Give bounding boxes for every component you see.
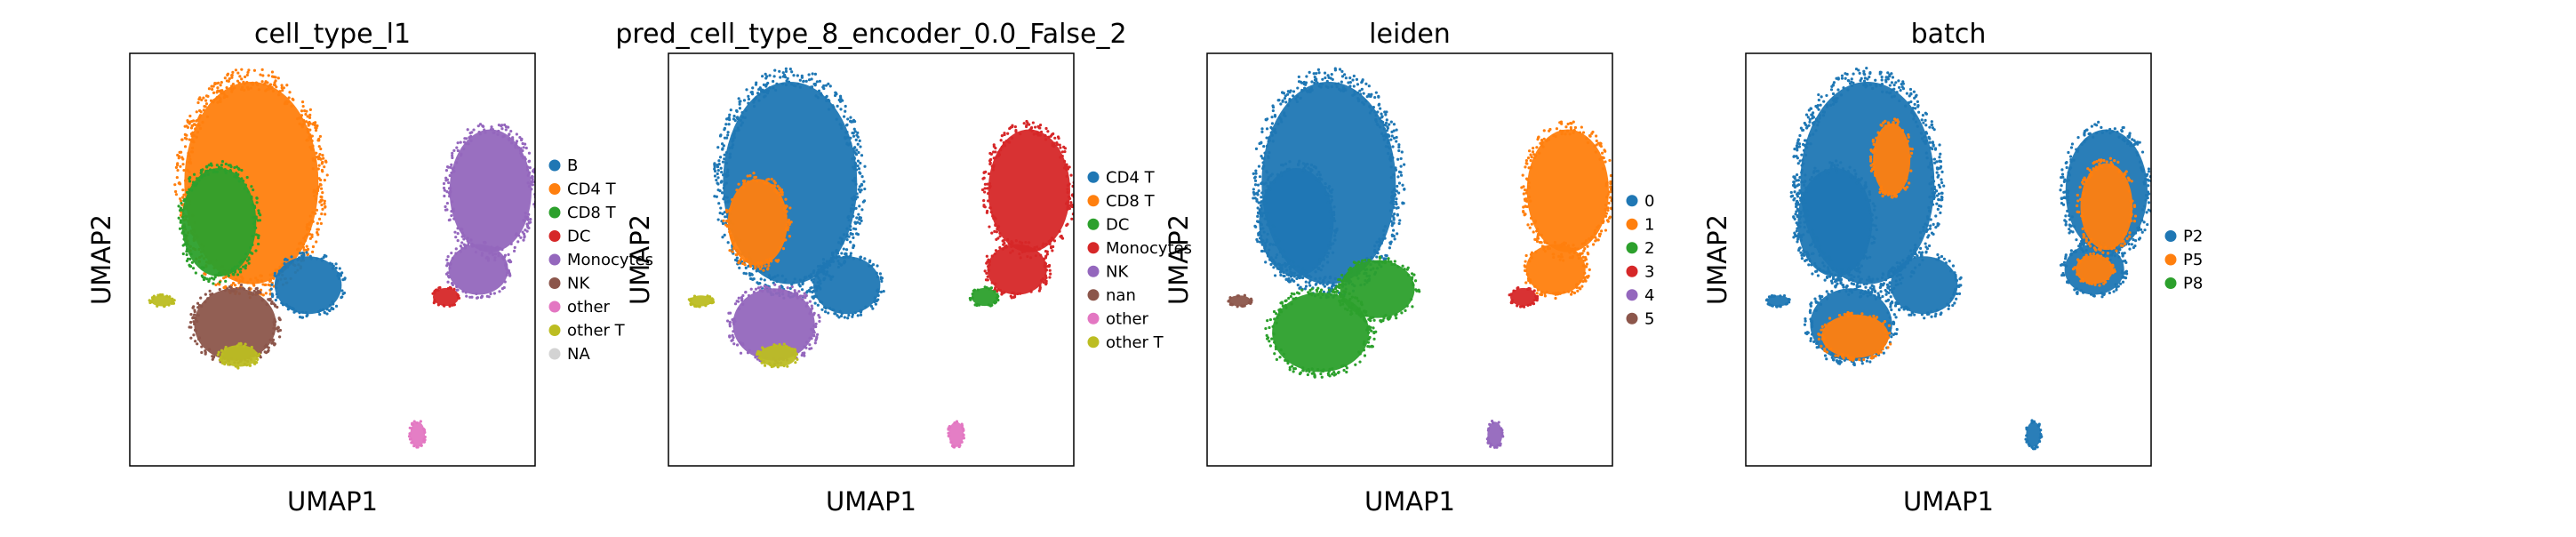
legend-marker xyxy=(549,230,561,242)
cluster-5 xyxy=(1227,294,1252,309)
legend-label: 0 xyxy=(1644,192,1654,211)
cluster-other xyxy=(408,420,427,448)
legend-label: CD8 T xyxy=(1106,192,1156,211)
plot-area xyxy=(148,68,538,449)
legend-label: nan xyxy=(1106,286,1136,305)
legend-marker xyxy=(549,301,561,313)
legend-marker xyxy=(1088,195,1100,206)
cluster-other xyxy=(947,420,965,448)
x-axis-label: UMAP1 xyxy=(1364,486,1455,517)
legend-label: other T xyxy=(1106,333,1164,352)
legend-marker xyxy=(1627,242,1638,253)
legend-label: 3 xyxy=(1644,262,1654,281)
legend-label: NA xyxy=(567,345,590,364)
legend-marker xyxy=(1088,336,1100,348)
legend-marker xyxy=(549,160,561,172)
legend-label: B xyxy=(567,156,578,175)
y-axis-label: UMAP2 xyxy=(1702,214,1732,305)
cluster-p2 xyxy=(2024,419,2043,450)
legend-label: NK xyxy=(1106,262,1129,281)
x-axis-label: UMAP1 xyxy=(1903,486,1994,517)
legend-marker xyxy=(549,254,561,266)
plot-area xyxy=(688,68,1077,449)
chart-title: pred_cell_type_8_encoder_0.0_False_2 xyxy=(615,19,1126,50)
cluster-1 xyxy=(1520,120,1615,261)
cluster-other-t xyxy=(148,293,176,308)
legend-marker xyxy=(1088,172,1100,183)
y-axis-label: UMAP2 xyxy=(625,214,655,305)
x-axis-label: UMAP1 xyxy=(826,486,916,517)
legend-label: NK xyxy=(567,275,590,293)
legend-marker xyxy=(2165,254,2177,266)
legend-marker xyxy=(549,349,561,360)
legend-marker xyxy=(1627,289,1638,301)
legend-marker xyxy=(1627,219,1638,230)
legend-label: DC xyxy=(1106,215,1129,234)
legend-label: 5 xyxy=(1644,309,1654,328)
legend-label: CD4 T xyxy=(567,180,617,199)
legend-marker xyxy=(1088,242,1100,253)
legend-marker xyxy=(549,207,561,219)
plot-area xyxy=(1227,68,1615,449)
legend-marker xyxy=(549,183,561,195)
cluster-monocytes xyxy=(443,123,538,261)
umap-panel-1: pred_cell_type_8_encoder_0.0_False_2 UMAP… xyxy=(615,19,1192,517)
y-axis-label: UMAP2 xyxy=(86,214,116,305)
cluster-4 xyxy=(1486,420,1505,449)
cluster-p2 xyxy=(1765,294,1791,309)
legend-label: other T xyxy=(567,322,626,341)
legend-marker xyxy=(549,277,561,289)
legend-label: other xyxy=(1106,309,1149,328)
legend: P2 P5 P8 xyxy=(2165,228,2204,293)
umap-panel-2: leiden UMAP1 UMAP2 0 1 2 3 4 5 xyxy=(1164,19,1654,517)
cluster-other-t xyxy=(688,294,715,308)
y-axis-label: UMAP2 xyxy=(1164,214,1194,305)
chart-title: leiden xyxy=(1369,19,1451,50)
legend-label: CD4 T xyxy=(1106,168,1156,187)
cluster-monocytes xyxy=(981,120,1077,260)
legend-marker xyxy=(1627,195,1638,206)
legend-label: 1 xyxy=(1644,215,1654,234)
legend-marker xyxy=(1088,219,1100,230)
legend-marker xyxy=(2165,277,2177,289)
chart-title: cell_type_l1 xyxy=(254,19,411,50)
legend-label: P2 xyxy=(2183,228,2203,246)
legend-label: DC xyxy=(567,228,590,246)
legend-marker xyxy=(1088,313,1100,325)
legend-label: CD8 T xyxy=(567,204,617,222)
legend-label: P8 xyxy=(2183,275,2203,293)
chart-title: batch xyxy=(1911,19,1987,50)
legend-marker xyxy=(549,325,561,336)
legend-label: other xyxy=(567,298,611,317)
legend-label: P5 xyxy=(2183,251,2203,269)
plot-area xyxy=(1765,67,2155,450)
legend-marker xyxy=(1627,266,1638,277)
umap-panel-3: batch UMAP1 UMAP2 P2 P5 P8 xyxy=(1702,19,2203,517)
x-axis-label: UMAP1 xyxy=(287,486,378,517)
legend-marker xyxy=(1627,313,1638,325)
legend-label: 4 xyxy=(1644,286,1654,305)
legend-marker xyxy=(2165,230,2177,242)
legend-marker xyxy=(1088,289,1100,301)
cluster-3 xyxy=(1508,286,1540,309)
legend-label: 2 xyxy=(1644,239,1654,258)
legend: 0 1 2 3 4 5 xyxy=(1627,192,1655,329)
legend-marker xyxy=(1088,266,1100,277)
